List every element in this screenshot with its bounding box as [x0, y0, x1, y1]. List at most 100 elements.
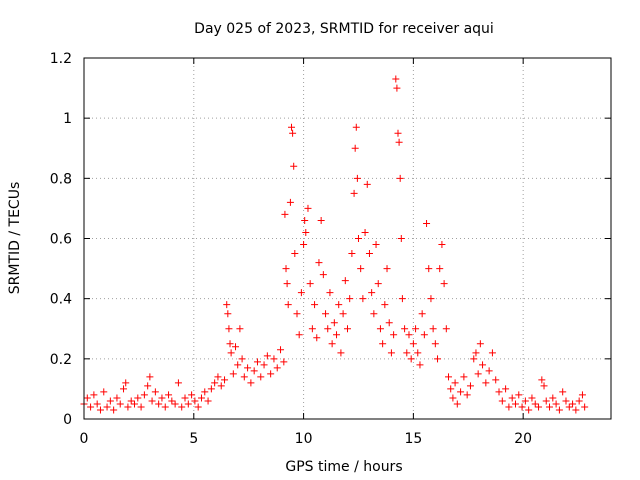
data-point	[306, 280, 314, 288]
data-point	[445, 373, 453, 381]
data-point	[398, 295, 406, 303]
data-point	[440, 280, 448, 288]
data-point	[492, 376, 500, 384]
data-point	[457, 388, 465, 396]
data-point	[552, 400, 560, 408]
data-point	[511, 400, 519, 408]
data-point	[535, 403, 543, 411]
data-point	[528, 394, 536, 402]
data-point	[436, 265, 444, 273]
data-point	[505, 403, 513, 411]
data-point	[328, 340, 336, 348]
data-point	[191, 397, 199, 405]
data-point	[120, 385, 128, 393]
data-point	[194, 403, 202, 411]
y-tick-label: 0	[63, 412, 72, 428]
y-tick-label: 0.2	[50, 352, 72, 368]
data-point	[370, 310, 378, 318]
data-point	[151, 388, 159, 396]
data-point	[569, 400, 577, 408]
data-point	[317, 216, 325, 224]
data-point	[431, 340, 439, 348]
data-point	[313, 334, 321, 342]
data-point	[217, 382, 225, 390]
data-point	[463, 391, 471, 399]
data-point	[427, 295, 435, 303]
data-point	[353, 174, 361, 182]
x-tick-label: 10	[295, 431, 313, 447]
x-axis-label: GPS time / hours	[285, 459, 402, 475]
data-point	[344, 325, 351, 333]
data-point	[470, 355, 478, 363]
data-point	[393, 84, 401, 92]
data-point	[281, 210, 289, 218]
data-point	[144, 382, 152, 390]
data-point	[521, 397, 529, 405]
data-point	[575, 397, 583, 405]
data-point	[518, 403, 526, 411]
data-point	[93, 400, 101, 408]
data-point	[485, 367, 493, 375]
data-point	[288, 123, 296, 131]
data-point	[124, 403, 132, 411]
data-point	[301, 216, 309, 224]
data-point	[335, 301, 343, 309]
x-tick-label: 20	[514, 431, 532, 447]
x-tick-label: 0	[80, 431, 89, 447]
axis-ticks	[83, 57, 611, 420]
data-point	[546, 403, 554, 411]
data-point	[282, 265, 290, 273]
data-point	[341, 277, 349, 285]
data-point	[297, 289, 305, 297]
data-point	[140, 391, 148, 399]
data-point	[326, 289, 334, 297]
data-point	[304, 204, 312, 212]
x-tick-label: 15	[404, 431, 422, 447]
data-point	[354, 235, 362, 242]
data-point	[498, 397, 506, 405]
chart-title: Day 025 of 2023, SRMTID for receiver aqu…	[194, 21, 494, 37]
data-point	[315, 259, 323, 267]
data-point	[488, 349, 496, 357]
data-point	[207, 385, 215, 393]
data-point	[482, 379, 490, 387]
data-point	[260, 361, 268, 369]
data-point	[472, 349, 480, 357]
data-point	[555, 406, 563, 414]
data-point	[204, 397, 212, 405]
data-point	[122, 379, 130, 387]
data-point	[158, 394, 166, 402]
data-point	[390, 331, 398, 339]
data-point	[508, 394, 516, 402]
data-point	[236, 325, 244, 333]
data-point	[289, 129, 297, 137]
data-point	[263, 352, 271, 360]
data-point	[188, 391, 196, 399]
data-point	[290, 162, 298, 170]
data-point	[100, 388, 108, 396]
data-point	[300, 241, 308, 249]
data-point	[451, 379, 459, 387]
data-point	[253, 358, 261, 366]
data-point	[540, 382, 548, 390]
data-point	[423, 219, 431, 227]
data-point	[277, 346, 285, 354]
data-point	[383, 265, 391, 273]
data-point	[155, 400, 163, 408]
y-tick-label: 0.8	[50, 171, 72, 187]
data-point	[385, 319, 393, 327]
x-tick-label: 5	[189, 431, 198, 447]
y-tick-label: 0.4	[50, 292, 72, 308]
data-point	[559, 388, 567, 396]
data-point	[379, 340, 387, 348]
data-point	[286, 198, 294, 206]
data-point	[396, 174, 404, 182]
data-point	[90, 391, 98, 399]
data-point	[578, 391, 586, 399]
data-point	[106, 397, 114, 405]
data-point	[137, 403, 145, 411]
data-point	[234, 361, 242, 369]
data-point	[447, 385, 455, 393]
data-point	[250, 367, 258, 375]
data-point	[361, 228, 369, 236]
